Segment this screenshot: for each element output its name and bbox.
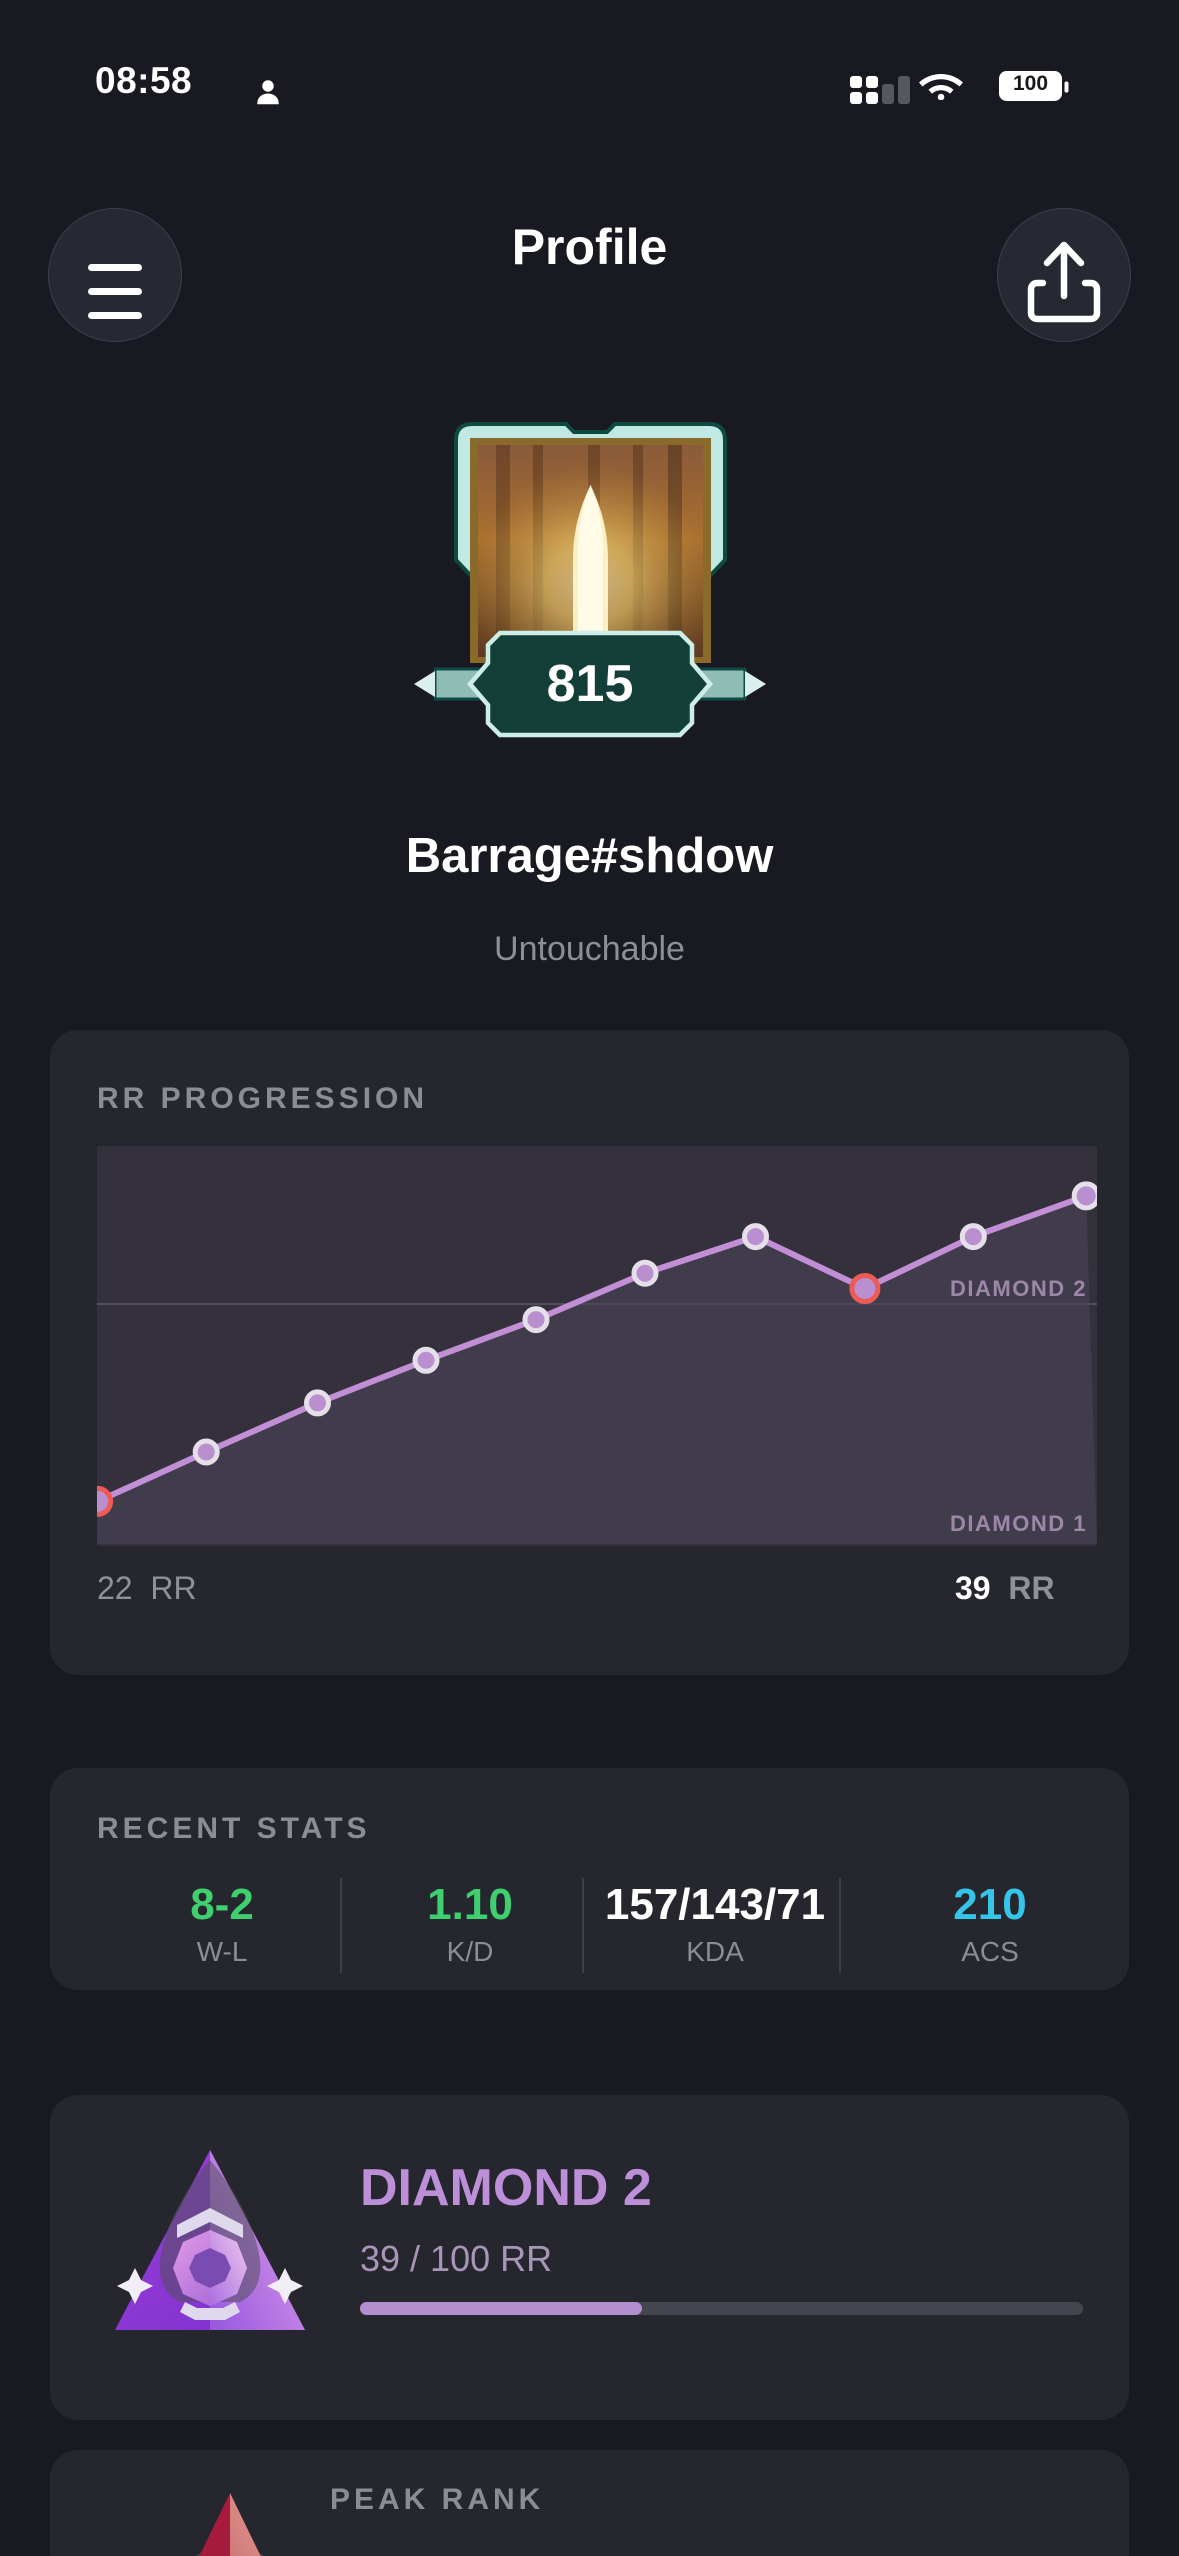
svg-text:815: 815	[547, 655, 634, 713]
svg-text:DIAMOND 2: DIAMOND 2	[950, 1276, 1087, 1301]
svg-text:DIAMOND 1: DIAMOND 1	[950, 1511, 1087, 1536]
